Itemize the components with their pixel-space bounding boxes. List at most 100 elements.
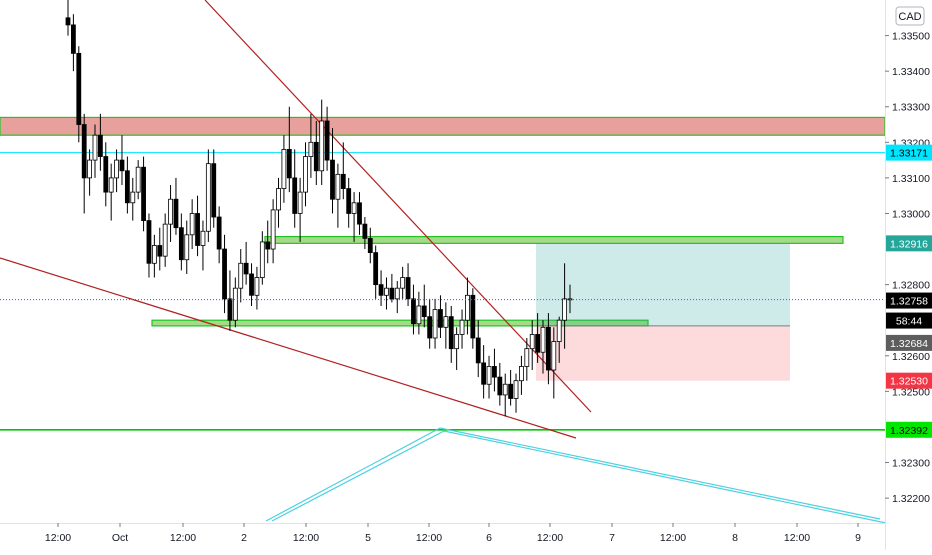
price-label-bg <box>886 292 932 309</box>
candle-body <box>362 223 368 239</box>
candle-body <box>556 319 562 342</box>
y-tick-label: 1.33300 <box>892 102 930 114</box>
candle-body <box>308 141 314 157</box>
candle-body <box>427 316 433 339</box>
candle-body <box>324 120 330 161</box>
candle-body <box>76 52 82 125</box>
candle-body <box>141 166 146 221</box>
y-tick-label: 1.33400 <box>892 66 930 78</box>
candle-body <box>470 294 476 339</box>
x-tick-label: 6 <box>486 532 492 544</box>
candle-body <box>303 156 308 193</box>
price-label: 1.32530 <box>886 372 932 389</box>
candle-body <box>373 252 379 286</box>
currency-badge[interactable]: CAD <box>895 6 925 26</box>
candle-body <box>519 366 524 382</box>
price-label-bg <box>886 312 932 329</box>
candle-body <box>270 209 276 250</box>
candle-body <box>195 213 200 246</box>
y-tick-label: 1.32600 <box>892 351 930 363</box>
candle-body <box>216 216 222 250</box>
price-label: 1.33171 <box>886 144 932 161</box>
candle-body <box>351 202 357 214</box>
x-tick-label: 12:00 <box>416 532 442 544</box>
candle-body <box>70 24 76 54</box>
candle-body <box>119 159 125 172</box>
candle-body <box>92 134 98 161</box>
candle-body <box>529 334 535 350</box>
candle-body <box>497 376 503 396</box>
candle-body <box>243 262 249 275</box>
x-tick-label: 12:00 <box>660 532 686 544</box>
price-label: 58:44 <box>886 312 932 329</box>
x-tick-label: 12:00 <box>784 532 810 544</box>
price-label-bg <box>886 334 932 351</box>
x-tick-label: Oct <box>112 532 128 544</box>
candle-body <box>87 159 92 179</box>
x-tick-label: 12:00 <box>537 532 563 544</box>
candle-body <box>416 305 422 325</box>
candle-body <box>151 245 157 264</box>
candle-body <box>205 163 211 232</box>
price-label-text: 1.32684 <box>890 338 928 350</box>
candle-body <box>438 309 443 328</box>
candle-body <box>184 234 190 261</box>
price-label-bg <box>886 421 932 438</box>
price-label-text: 1.32758 <box>890 296 928 308</box>
candle-body <box>97 134 103 157</box>
candle-body <box>227 298 233 321</box>
candle-body <box>222 248 227 300</box>
candle-body <box>276 188 281 211</box>
price-label-text: 1.32530 <box>890 376 928 388</box>
candle-body <box>330 159 335 200</box>
candle-body <box>421 305 427 318</box>
candle-body <box>173 198 179 229</box>
candle-body <box>189 213 195 236</box>
candle-body <box>535 334 541 353</box>
candle-body <box>286 149 292 179</box>
candle-body <box>508 383 514 399</box>
x-tick-label: 7 <box>609 532 615 544</box>
price-label-bg <box>886 372 932 389</box>
zone-support-2 <box>151 319 649 327</box>
candle-body <box>178 227 184 261</box>
x-tick-label: 5 <box>365 532 371 544</box>
candle-body <box>335 173 341 200</box>
candle-body <box>502 383 508 396</box>
price-label-text: 1.32916 <box>890 238 928 250</box>
candle-body <box>254 277 260 296</box>
candle-body <box>562 298 568 321</box>
y-tick-label: 1.32500 <box>892 386 930 398</box>
candle-body <box>157 245 163 257</box>
candle-body <box>492 366 497 378</box>
candle-body <box>540 326 546 353</box>
x-tick-label: 12:00 <box>45 532 71 544</box>
candle-body <box>394 287 400 300</box>
position-stop-zone <box>536 325 790 381</box>
y-tick-label: 1.33500 <box>892 31 930 43</box>
candle-body <box>259 241 265 278</box>
candle-body <box>546 326 551 371</box>
candle-body <box>249 273 254 296</box>
candle-body <box>357 202 362 225</box>
candle-body <box>443 316 449 328</box>
candle-body <box>340 173 346 189</box>
candle-body <box>319 120 325 172</box>
candle-body <box>114 159 119 179</box>
candle-body <box>524 348 530 367</box>
x-tick-label: 9 <box>855 532 861 544</box>
price-label: 1.32758 <box>886 292 932 309</box>
projection-line-b <box>271 430 887 524</box>
projection-line-a <box>265 427 881 522</box>
candle-body <box>108 177 114 193</box>
candle-body <box>238 262 244 289</box>
candle-body <box>459 319 465 335</box>
candle-body <box>475 337 481 364</box>
candle-body <box>81 124 87 179</box>
candle-body <box>297 191 303 214</box>
candle-body <box>448 316 454 350</box>
candle-body <box>551 341 557 371</box>
